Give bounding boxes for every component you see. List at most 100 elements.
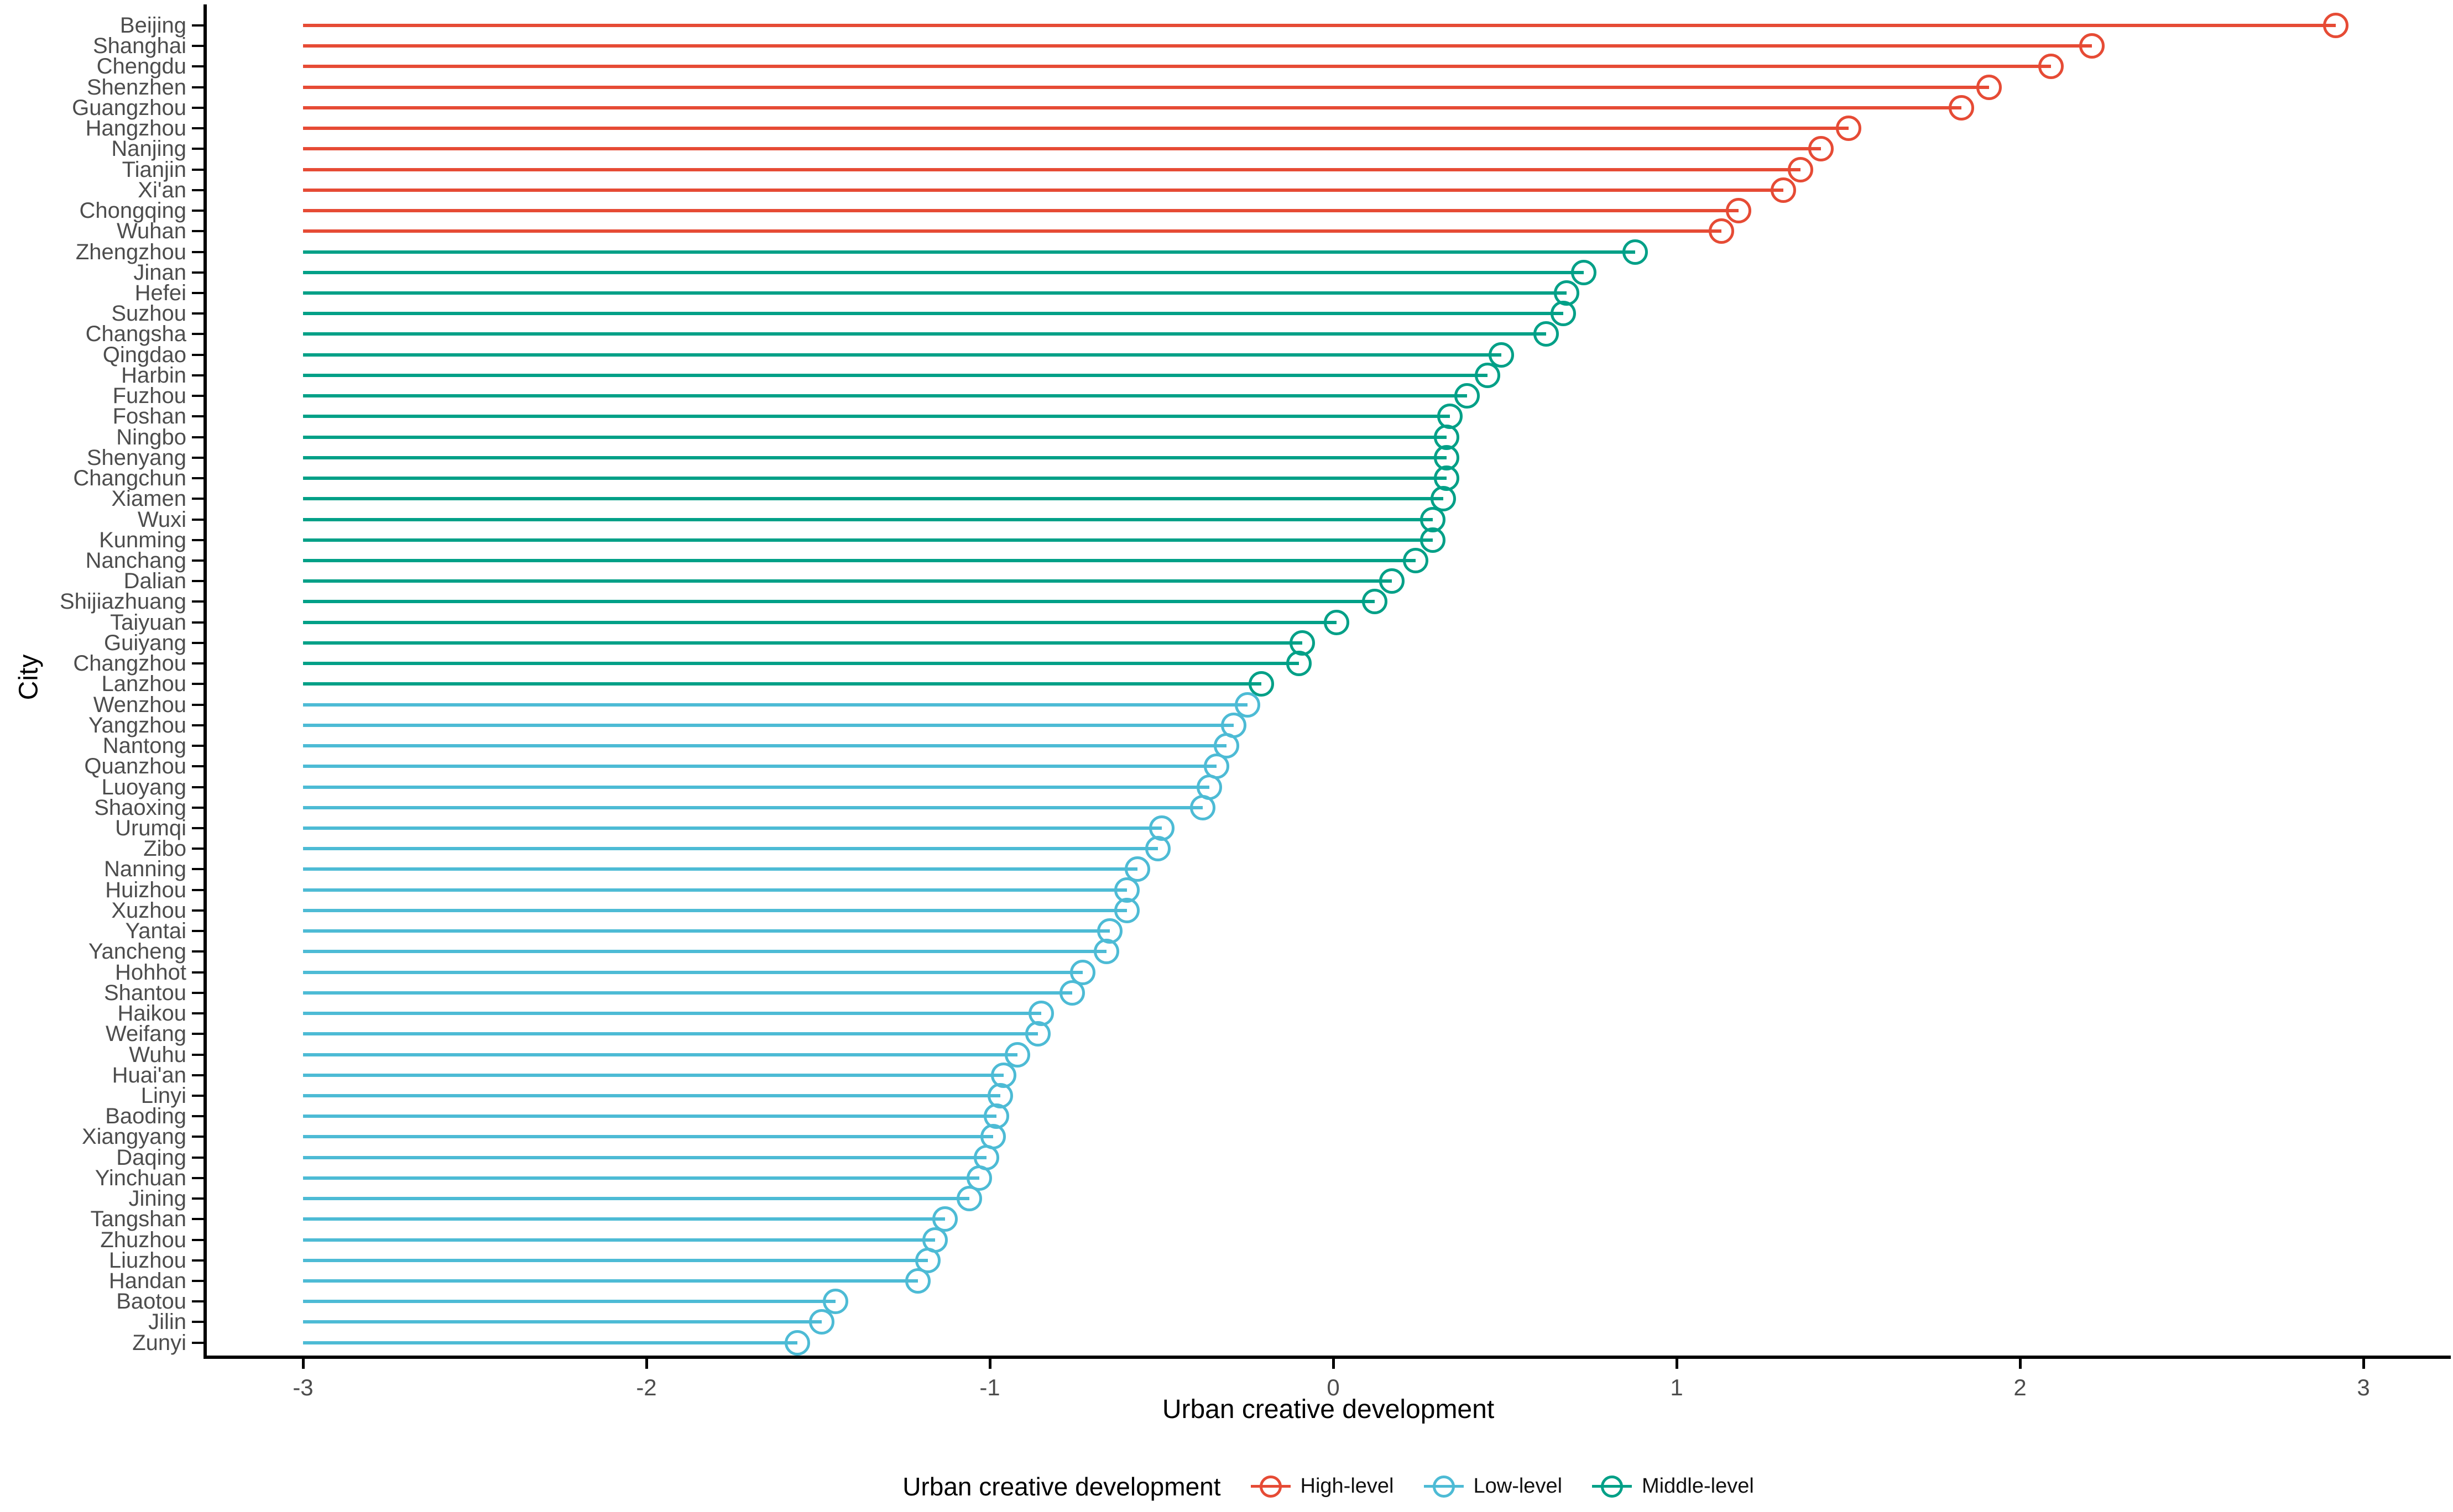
y-tick-mark: [192, 765, 203, 768]
y-tick-mark: [192, 991, 203, 994]
lollipop-stem: [303, 1279, 918, 1283]
lollipop-point: [1379, 568, 1405, 594]
y-tick-mark: [192, 24, 203, 27]
y-tick-mark: [192, 930, 203, 933]
x-tick-label: 0: [1327, 1374, 1340, 1400]
lollipop-stem: [303, 1197, 969, 1201]
lollipop-point: [1324, 609, 1350, 635]
lollipop-point: [967, 1165, 993, 1191]
y-tick-label: Shantou: [103, 980, 186, 1005]
lollipop-stem: [303, 1217, 946, 1221]
lollipop-stem: [303, 415, 1450, 418]
y-tick-mark: [192, 168, 203, 171]
x-tick-label: -3: [293, 1374, 314, 1400]
lollipop-point: [1551, 301, 1577, 327]
y-tick-label: Changchun: [73, 466, 186, 491]
lollipop-stem: [303, 1238, 935, 1242]
y-tick-label: Wenzhou: [93, 692, 186, 717]
lollipop-stem: [303, 1320, 822, 1324]
y-tick-label: Guangzhou: [72, 95, 186, 120]
lollipop-stem: [303, 662, 1299, 666]
x-axis-title: Urban creative development: [1162, 1395, 1495, 1424]
x-axis-spine: [203, 1356, 2451, 1359]
y-tick-mark: [192, 353, 203, 356]
lollipop-stem: [303, 291, 1567, 295]
y-tick-label: Tangshan: [90, 1207, 186, 1232]
lollipop-stem: [303, 579, 1392, 583]
lollipop-stem: [303, 682, 1261, 686]
y-tick-mark: [192, 1197, 203, 1200]
y-tick-label: Handan: [108, 1269, 186, 1294]
y-tick-mark: [192, 148, 203, 150]
y-tick-mark: [192, 106, 203, 109]
y-tick-label: Quanzhou: [84, 754, 186, 779]
y-tick-mark: [192, 1012, 203, 1015]
x-tick-mark: [1675, 1359, 1678, 1369]
lollipop-stem: [303, 477, 1447, 480]
lollipop-stem: [303, 229, 1721, 233]
y-tick-mark: [192, 971, 203, 974]
y-tick-label: Nanchang: [85, 548, 186, 573]
lollipop-point: [1214, 733, 1240, 759]
lollipop-point: [2038, 54, 2064, 80]
lollipop-point: [1248, 671, 1274, 697]
y-tick-label: Urumqi: [115, 815, 186, 840]
y-tick-label: Hohhot: [115, 960, 186, 985]
y-tick-label: Xiangyang: [81, 1124, 186, 1149]
y-tick-mark: [192, 1259, 203, 1262]
lollipop-point: [822, 1289, 848, 1315]
legend-label: High-level: [1300, 1474, 1394, 1498]
lollipop-point: [1286, 651, 1312, 677]
y-tick-label: Hefei: [134, 280, 186, 305]
lollipop-point: [2323, 13, 2349, 38]
y-tick-mark: [192, 909, 203, 912]
y-tick-mark: [192, 641, 203, 644]
lollipop-stem: [303, 1094, 1000, 1097]
y-tick-mark: [192, 1280, 203, 1283]
legend-label: Low-level: [1473, 1474, 1563, 1498]
lollipop-point: [1725, 198, 1751, 224]
y-tick-label: Changzhou: [73, 651, 186, 676]
lollipop-stem: [303, 1135, 994, 1139]
lollipop-point: [1069, 959, 1095, 985]
lollipop-stem: [303, 106, 1962, 109]
y-tick-label: Harbin: [121, 363, 186, 388]
lollipop-stem: [303, 538, 1433, 542]
y-tick-label: Chongqing: [79, 198, 187, 223]
lollipop-point: [785, 1330, 811, 1356]
lollipop-stem: [303, 888, 1128, 892]
lollipop-point: [1787, 156, 1813, 182]
y-tick-mark: [192, 477, 203, 480]
y-tick-label: Shenzhen: [86, 75, 186, 100]
y-tick-label: Suzhou: [111, 301, 186, 326]
lollipop-stem: [303, 970, 1083, 974]
y-tick-label: Jilin: [148, 1310, 186, 1335]
lollipop-stem: [303, 332, 1547, 336]
x-tick-mark: [645, 1359, 648, 1369]
y-tick-mark: [192, 538, 203, 541]
y-tick-label: Xi'an: [138, 177, 186, 202]
lollipop-stem: [303, 188, 1783, 192]
lollipop-stem: [303, 1300, 836, 1304]
lollipop-stem: [303, 723, 1234, 727]
y-tick-label: Luoyang: [101, 775, 186, 799]
y-tick-mark: [192, 621, 203, 624]
lollipop-stem: [303, 353, 1502, 357]
y-tick-mark: [192, 498, 203, 500]
y-tick-label: Zunyi: [132, 1330, 186, 1355]
lollipop-stem: [303, 373, 1488, 377]
y-tick-label: Hangzhou: [85, 116, 186, 141]
y-tick-mark: [192, 724, 203, 726]
y-tick-label: Jinan: [133, 260, 186, 285]
x-tick-label: -2: [636, 1374, 657, 1400]
lollipop-stem: [303, 270, 1584, 274]
y-tick-mark: [192, 271, 203, 274]
lollipop-point: [1060, 980, 1085, 1006]
lollipop-stem: [303, 24, 2336, 27]
y-tick-mark: [192, 888, 203, 891]
y-tick-label: Huai'an: [112, 1063, 186, 1087]
lollipop-point: [1094, 939, 1120, 965]
y-tick-label: Guiyang: [104, 630, 186, 655]
lollipop-stem: [303, 950, 1107, 954]
y-tick-label: Wuhu: [129, 1042, 186, 1067]
